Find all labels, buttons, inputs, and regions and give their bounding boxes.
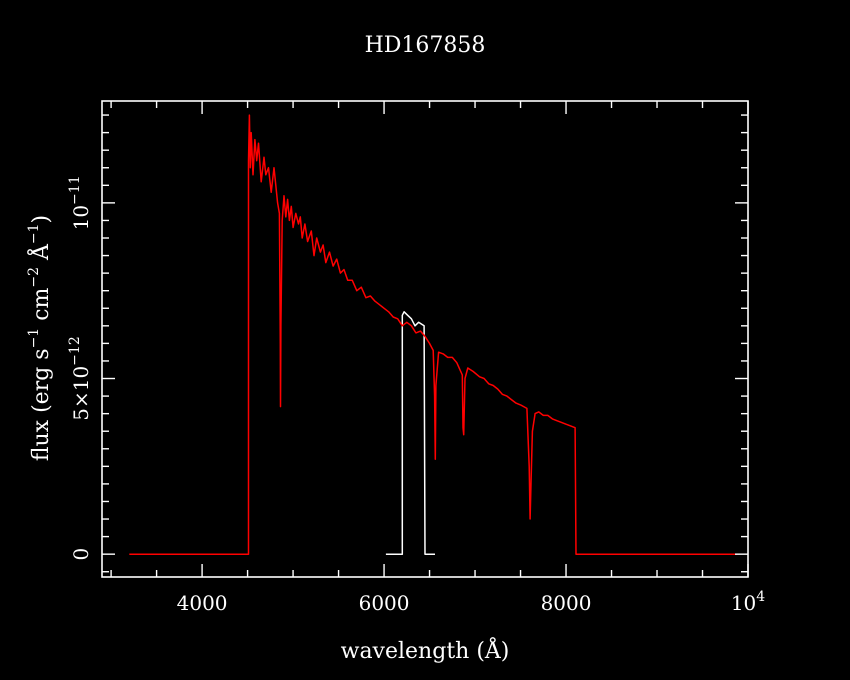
x-axis-ticks: 4000 6000 8000 104 bbox=[110, 101, 765, 615]
y-axis-label-exp-2: −2 bbox=[26, 267, 42, 288]
y-axis-label-exp-3: −1 bbox=[26, 223, 42, 244]
y-axis-ticks: 0 5×10−12 10−11 bbox=[67, 114, 748, 573]
x-tick-label: 4000 bbox=[177, 591, 228, 615]
x-tick-label: 104 bbox=[731, 589, 765, 615]
y-axis-label-mid-1: cm bbox=[29, 287, 54, 327]
y-tick-label: 10−11 bbox=[67, 175, 93, 230]
series-group bbox=[129, 114, 738, 555]
series-line-2 bbox=[129, 114, 738, 555]
y-axis-label-exp-1: −1 bbox=[26, 328, 42, 349]
y-axis-label-suffix: ) bbox=[29, 215, 54, 224]
y-axis-label-mid-2: Å bbox=[26, 243, 54, 267]
x-tick-label: 6000 bbox=[359, 591, 410, 615]
x-tick-label: 8000 bbox=[541, 591, 592, 615]
plot-frame bbox=[101, 100, 749, 578]
x-axis-label: wavelength (Å) bbox=[341, 636, 510, 664]
series-line-1 bbox=[385, 311, 435, 555]
plot-frame-rect bbox=[101, 100, 749, 578]
y-tick-label: 5×10−12 bbox=[67, 336, 93, 420]
chart-title: HD167858 bbox=[365, 33, 486, 58]
y-axis-label: flux (erg s−1 cm−2 Å−1) bbox=[26, 215, 54, 461]
y-axis-label-prefix: flux (erg s bbox=[29, 348, 54, 461]
y-tick-label: 0 bbox=[69, 548, 93, 561]
